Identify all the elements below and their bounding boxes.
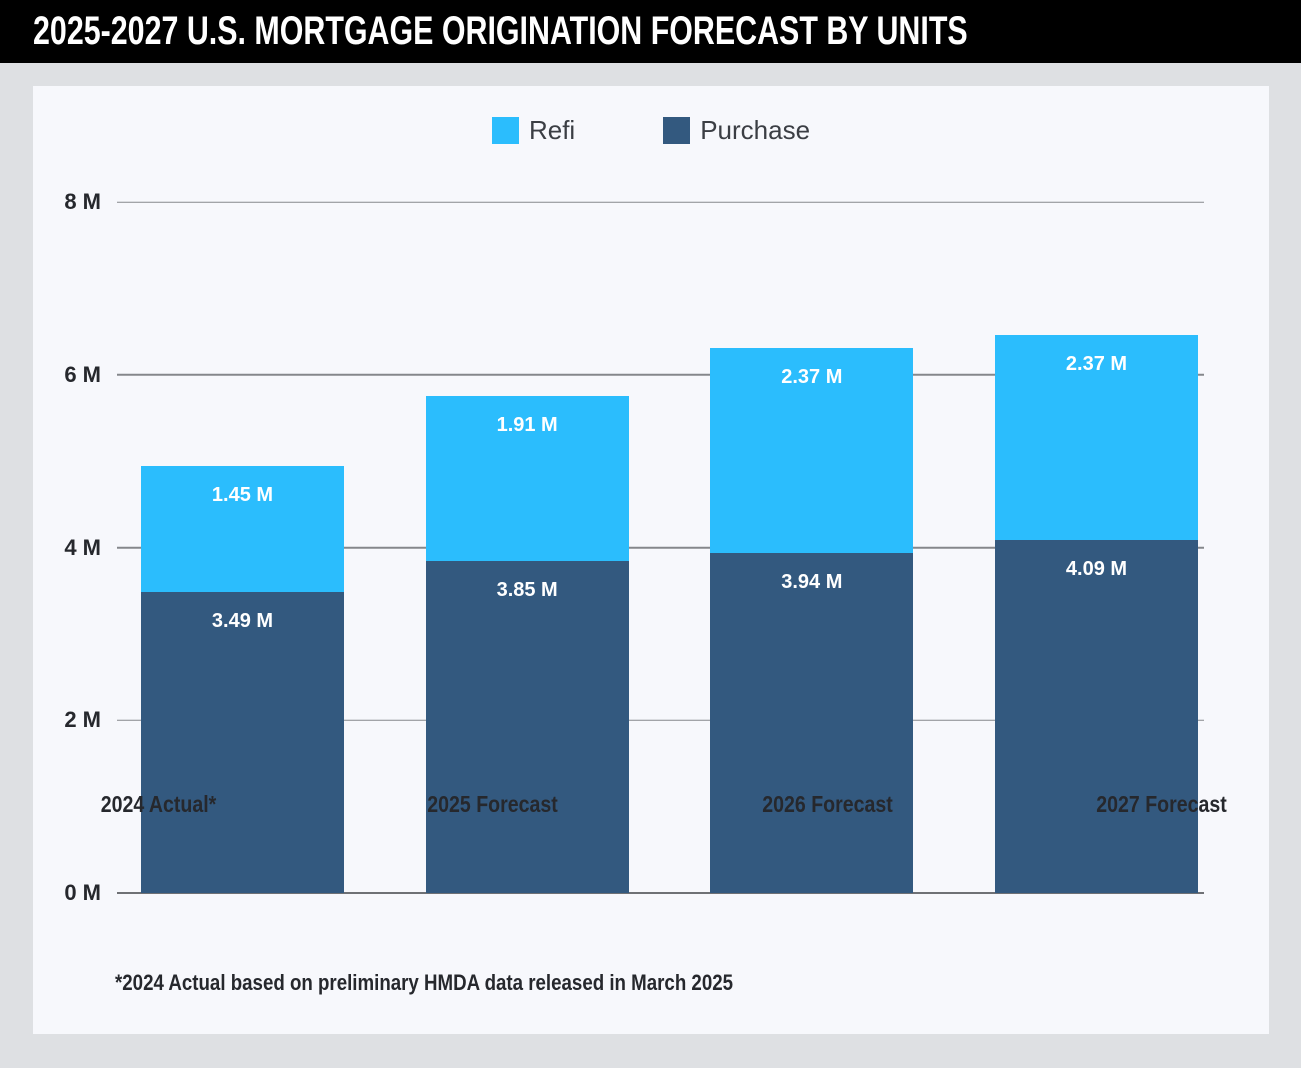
title-bar: 2025-2027 U.S. MORTGAGE ORIGINATION FORE… <box>0 0 1301 63</box>
bar-value-label: 2.37 M <box>1065 353 1128 376</box>
bar-value-label: 4.09 M <box>1065 557 1128 580</box>
bar-value-label: 3.94 M <box>781 570 843 593</box>
bar-segment-purchase: 3.94 M <box>710 552 914 893</box>
y-tick-label: 4 M <box>64 534 101 560</box>
bars-container: 1.45 M 3.49 M 1.91 M 3.85 M 2.37 M 3.94 M 2.37… <box>141 202 1198 893</box>
legend-item-purchase: Purchase <box>663 115 810 146</box>
x-axis-category-label: 2025 Forecast <box>427 791 559 817</box>
chart-legend: Refi Purchase <box>33 115 1269 146</box>
legend-label: Refi <box>528 115 576 145</box>
y-tick-label: 0 M <box>64 880 101 905</box>
x-axis-category-label: 2026 Forecast <box>761 791 893 817</box>
bar-segment-refi: 1.45 M <box>141 466 344 592</box>
gridline <box>117 374 1204 376</box>
bar-value-label: 2.37 M <box>781 366 843 389</box>
bar-segment-purchase: 4.09 M <box>994 539 1198 893</box>
bar-segment-refi: 2.37 M <box>994 335 1198 540</box>
stacked-bar: 2.37 M 3.94 M <box>710 348 914 893</box>
page-title: 2025-2027 U.S. MORTGAGE ORIGINATION FORE… <box>33 9 968 53</box>
chart-footnote: *2024 Actual based on preliminary HMDA d… <box>115 970 734 995</box>
legend-item-refi: Refi <box>491 115 576 146</box>
gridline <box>117 201 1204 203</box>
bar-value-label: 3.85 M <box>496 578 558 601</box>
y-tick-label: 6 M <box>64 361 101 387</box>
bar-value-label: 1.91 M <box>496 413 558 436</box>
x-axis-labels: 2024 Actual* 2025 Forecast 2026 Forecast 20… <box>57 791 1263 818</box>
gridline <box>117 546 1204 549</box>
stacked-bar: 1.45 M 3.49 M <box>141 466 344 893</box>
chart-card: Refi Purchase 0 M 2 M 4 M 6 M 8 M 1.45 M 3.49 M… <box>33 86 1269 1034</box>
y-tick-label: 2 M <box>64 707 101 733</box>
bar-segment-refi: 1.91 M <box>425 395 629 561</box>
x-axis-category-label: 2024 Actual* <box>100 791 217 817</box>
x-axis-baseline <box>117 892 1204 894</box>
bar-segment-refi: 2.37 M <box>710 348 914 553</box>
stacked-bar: 1.91 M 3.85 M <box>425 395 629 893</box>
x-axis-category-label: 2027 Forecast <box>1096 791 1227 817</box>
legend-swatch-icon <box>663 117 691 144</box>
gridline <box>117 719 1204 721</box>
bar-value-label: 3.49 M <box>211 609 274 632</box>
bar-segment-purchase: 3.85 M <box>425 560 629 893</box>
y-tick-label: 8 M <box>64 189 101 214</box>
bar-segment-purchase: 3.49 M <box>141 591 344 893</box>
legend-swatch-icon <box>491 117 519 144</box>
chart-plot-area: 0 M 2 M 4 M 6 M 8 M 1.45 M 3.49 M 1.91 M 3.85 M 2… <box>64 189 1204 905</box>
legend-label: Purchase <box>700 115 811 145</box>
bar-value-label: 1.45 M <box>211 484 274 507</box>
stacked-bar: 2.37 M 4.09 M <box>994 335 1198 893</box>
